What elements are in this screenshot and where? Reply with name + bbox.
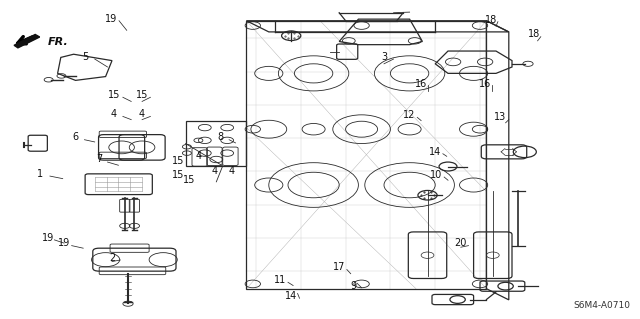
Text: 9: 9: [350, 280, 356, 291]
Text: 19: 19: [42, 233, 54, 243]
Text: 3: 3: [381, 52, 387, 62]
Text: 16: 16: [479, 78, 492, 89]
Polygon shape: [14, 34, 40, 48]
Text: 4: 4: [111, 109, 117, 119]
Text: 14: 14: [429, 146, 442, 157]
Text: 20: 20: [454, 238, 467, 248]
Text: 15: 15: [172, 156, 184, 166]
Text: 5: 5: [83, 52, 89, 62]
Text: S6M4-A0710: S6M4-A0710: [573, 301, 630, 310]
Text: 4: 4: [195, 151, 202, 161]
Text: FR.: FR.: [48, 37, 68, 47]
Text: 8: 8: [218, 132, 224, 142]
Text: 6: 6: [72, 132, 79, 142]
Text: 4: 4: [228, 166, 235, 176]
Text: 15: 15: [182, 175, 195, 185]
Text: 14: 14: [285, 291, 298, 301]
Text: 17: 17: [333, 262, 346, 272]
Text: 15: 15: [172, 170, 184, 180]
Text: 4: 4: [139, 109, 145, 119]
Text: 15: 15: [136, 90, 148, 100]
Text: 19: 19: [58, 238, 70, 248]
Text: 19: 19: [104, 13, 117, 24]
Text: 7: 7: [96, 154, 102, 165]
Text: 10: 10: [430, 170, 443, 180]
Text: 18: 18: [485, 15, 498, 25]
Text: 16: 16: [415, 78, 428, 89]
Text: 11: 11: [273, 275, 286, 285]
Text: 12: 12: [403, 110, 416, 121]
Text: 18: 18: [528, 29, 541, 40]
Text: 2: 2: [109, 253, 115, 263]
Text: 4: 4: [211, 166, 218, 176]
Text: 13: 13: [494, 112, 507, 122]
Text: 15: 15: [108, 90, 120, 100]
Text: 1: 1: [36, 169, 43, 179]
